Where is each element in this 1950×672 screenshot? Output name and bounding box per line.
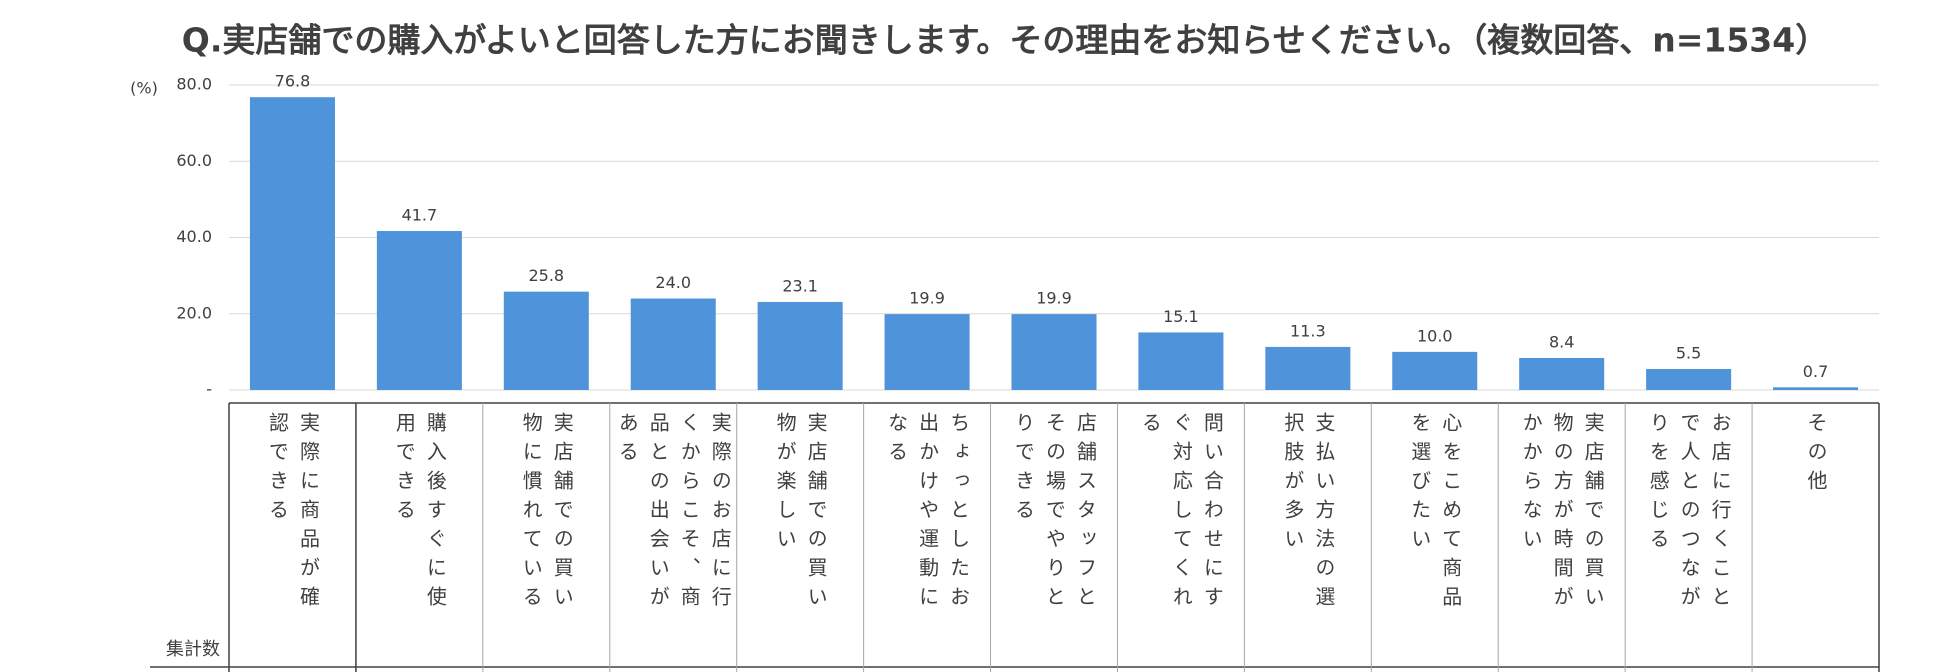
bar <box>1519 357 1605 390</box>
data-label: 8.4 <box>1549 332 1574 351</box>
bar <box>1265 346 1351 390</box>
data-label: 23.1 <box>782 276 818 295</box>
data-label: 25.8 <box>528 266 564 285</box>
chart-title: Q.実店舗での購入がよいと回答した方にお聞きします。その理由をお知らせください。… <box>182 21 1828 60</box>
bar <box>884 314 970 390</box>
category-cell: 実店舗での買い物の方が時間がかからない <box>1498 412 1625 618</box>
category-cell: 実店舗での買い物に慣れている <box>483 412 610 618</box>
category-cell: 購入後すぐに使用できる <box>356 412 483 618</box>
category-label: その他 <box>1804 412 1829 499</box>
category-cell: 店舗スタッフとその場でやりとりできる <box>991 412 1118 618</box>
category-cell: 実際のお店に行くからこそ、商品との出会いがある <box>610 412 737 618</box>
data-label: 11.3 <box>1290 321 1326 340</box>
category-label: 店舗スタッフとその場でやりとりできる <box>1011 412 1098 615</box>
data-label: 19.9 <box>1036 289 1072 308</box>
category-label: 購入後すぐに使用できる <box>392 412 448 615</box>
bar <box>1646 369 1732 390</box>
category-label: 実際のお店に行くからこそ、商品との出会いがある <box>615 412 733 615</box>
y-tick-label: 80.0 <box>176 75 212 94</box>
bar <box>757 301 843 390</box>
category-label: 実店舗での買い物の方が時間がかからない <box>1519 412 1606 615</box>
category-cell: その他 <box>1752 412 1879 618</box>
bar <box>249 97 335 390</box>
bar <box>1392 351 1478 390</box>
y-tick-label: 60.0 <box>176 151 212 170</box>
y-tick-label: - <box>206 380 212 399</box>
category-cell: 問い合わせにすぐ対応してくれる <box>1117 412 1244 618</box>
category-cell: 心をこめて商品を選びたい <box>1371 412 1498 618</box>
data-label: 5.5 <box>1676 344 1701 363</box>
data-label: 19.9 <box>909 289 945 308</box>
category-label: 実際に商品が確認できる <box>265 412 321 615</box>
data-label: 15.1 <box>1163 307 1199 326</box>
bar <box>503 291 589 390</box>
row-label: 集計数 <box>166 639 220 660</box>
category-cell: ちょっとしたお出かけや運動になる <box>864 412 991 618</box>
category-label: ちょっとしたお出かけや運動になる <box>884 412 971 615</box>
y-tick-label: 20.0 <box>176 303 212 322</box>
category-label: お店に行くことで人とのつながりを感じる <box>1646 412 1733 615</box>
data-label: 41.7 <box>402 206 438 225</box>
category-label: 心をこめて商品を選びたい <box>1407 412 1463 615</box>
bar <box>1011 314 1097 390</box>
data-label: 24.0 <box>655 273 691 292</box>
bar <box>630 298 716 390</box>
category-cell: 実際に商品が確認できる <box>229 412 356 618</box>
bar <box>376 231 462 390</box>
y-axis-label: (%) <box>130 79 158 98</box>
data-label: 10.0 <box>1417 326 1453 345</box>
bar <box>1138 332 1224 390</box>
data-label: 76.8 <box>275 72 311 91</box>
data-label: 0.7 <box>1803 362 1828 381</box>
category-label: 実店舗での買い物に慣れている <box>519 412 575 615</box>
category-cell: 実店舗での買い物が楽しい <box>737 412 864 618</box>
category-label: 支払い方法の選択肢が多い <box>1280 412 1336 615</box>
y-tick-label: 40.0 <box>176 227 212 246</box>
bar <box>1773 387 1859 390</box>
category-label: 問い合わせにすぐ対応してくれる <box>1138 412 1225 615</box>
category-cell: お店に行くことで人とのつながりを感じる <box>1625 412 1752 618</box>
category-cell: 支払い方法の選択肢が多い <box>1244 412 1371 618</box>
category-label: 実店舗での買い物が楽しい <box>773 412 829 615</box>
